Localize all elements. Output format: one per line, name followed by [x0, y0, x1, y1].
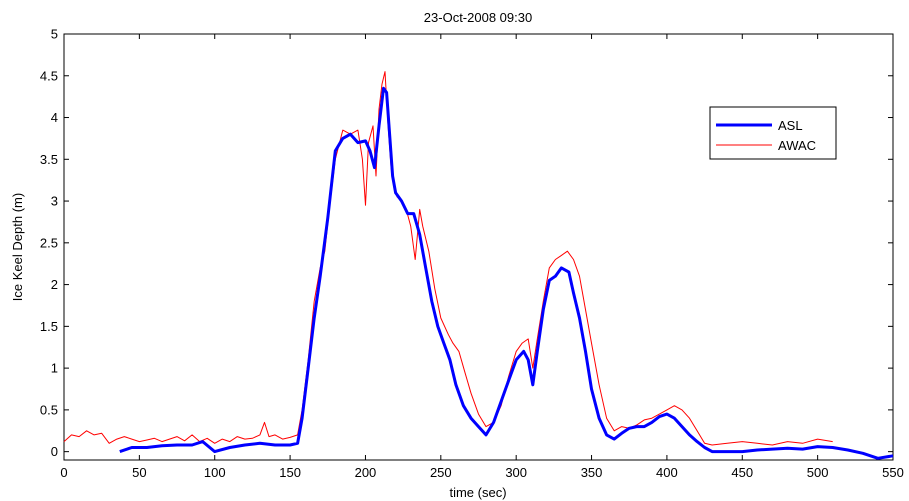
x-tick-label: 400	[656, 465, 678, 480]
y-tick-label: 0.5	[40, 402, 58, 417]
series-layer	[63, 71, 894, 460]
y-tick-label: 2	[51, 277, 58, 292]
chart-title: 23-Oct-2008 09:30	[424, 10, 532, 25]
legend-label-asl: ASL	[778, 118, 803, 133]
legend-box	[709, 106, 837, 160]
x-tick-label: 200	[355, 465, 377, 480]
x-tick-label: 300	[505, 465, 527, 480]
x-tick-label: 350	[581, 465, 603, 480]
legend-label-awac: AWAC	[778, 138, 816, 153]
x-tick-label: 500	[807, 465, 829, 480]
y-tick-label: 1.5	[40, 319, 58, 334]
x-tick-label: 0	[60, 465, 67, 480]
y-tick-label: 2.5	[40, 235, 58, 250]
x-tick-label: 250	[430, 465, 452, 480]
y-tick-label: 5	[51, 27, 58, 42]
y-tick-label: 0	[51, 444, 58, 459]
x-tick-label: 550	[882, 465, 904, 480]
x-axis: 0 50 100 150 200 250 300 350 400 450 500 550	[60, 34, 904, 480]
y-tick-label: 3.5	[40, 152, 58, 167]
series-line-asl	[119, 86, 894, 460]
y-tick-label: 1	[51, 361, 58, 376]
plot-area	[63, 33, 894, 461]
y-tick-label: 4	[51, 110, 58, 125]
x-tick-label: 50	[132, 465, 146, 480]
x-tick-label: 150	[279, 465, 301, 480]
y-axis: 0 0.5 1 1.5 2 2.5 3 3.5 4 4.5 5	[40, 27, 893, 459]
x-axis-label: time (sec)	[449, 485, 506, 500]
y-tick-label: 4.5	[40, 68, 58, 83]
y-axis-label: Ice Keel Depth (m)	[10, 193, 25, 301]
legend: ASL AWAC	[709, 106, 837, 160]
y-tick-label: 3	[51, 194, 58, 209]
x-tick-label: 100	[204, 465, 226, 480]
x-tick-label: 450	[731, 465, 753, 480]
